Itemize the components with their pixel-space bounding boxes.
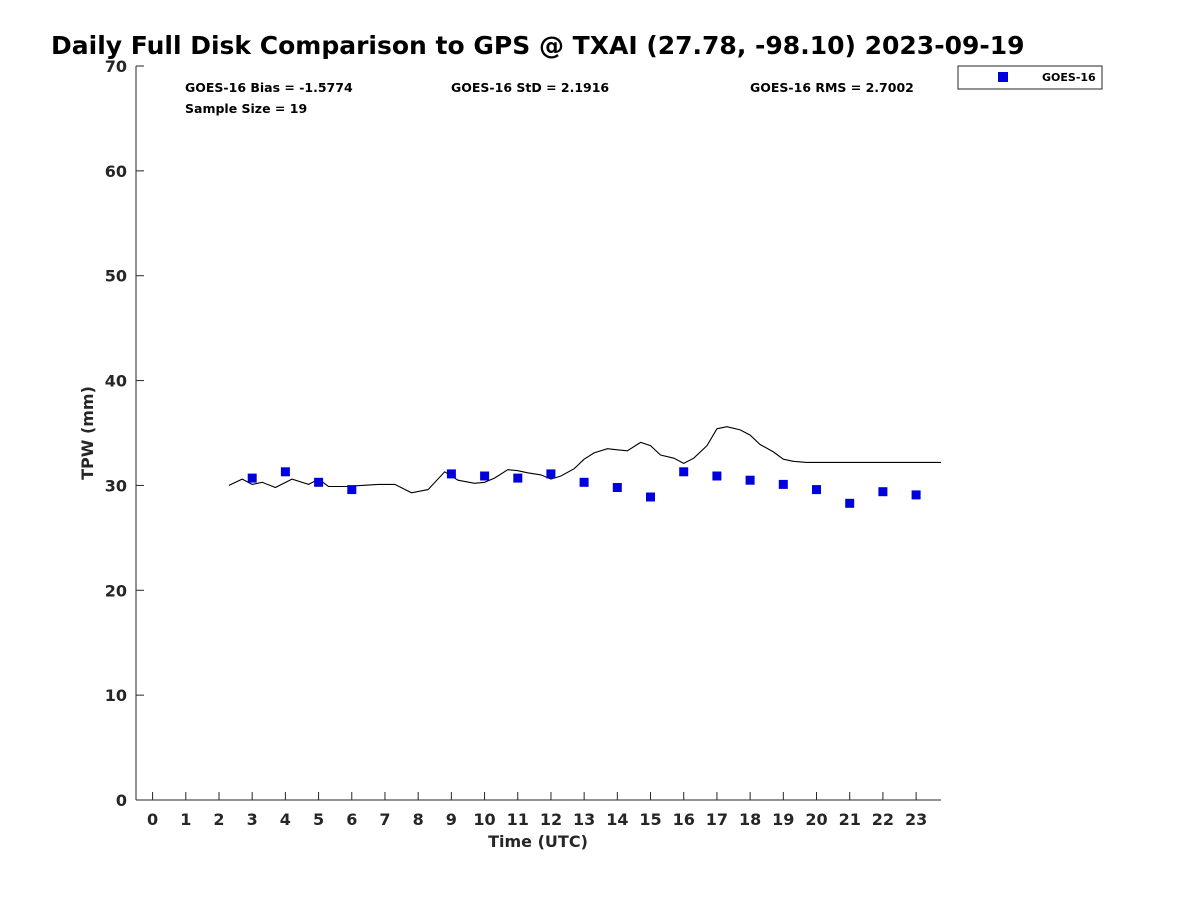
y-tick-label: 0 xyxy=(116,791,127,810)
legend-marker-goes16 xyxy=(998,72,1008,82)
x-tick-label: 5 xyxy=(313,810,324,829)
goes16-point xyxy=(712,471,722,481)
y-tick-label: 60 xyxy=(105,162,127,181)
stat-std: GOES-16 StD = 2.1916 xyxy=(451,80,609,95)
y-tick-label: 50 xyxy=(105,267,127,286)
goes16-point xyxy=(347,485,357,495)
goes16-point xyxy=(546,469,556,479)
x-tick-label: 17 xyxy=(706,810,728,829)
chart-title: Daily Full Disk Comparison to GPS @ TXAI… xyxy=(51,31,1025,60)
goes16-point xyxy=(778,479,788,489)
x-tick-label: 15 xyxy=(639,810,661,829)
y-tick-label: 20 xyxy=(105,581,127,600)
legend: GOES-16 xyxy=(957,65,1103,90)
goes16-point xyxy=(612,483,622,492)
goes16-point xyxy=(480,471,490,481)
x-tick-label: 1 xyxy=(180,810,191,829)
goes16-point xyxy=(579,477,589,487)
x-tick-label: 2 xyxy=(213,810,224,829)
x-tick-label: 20 xyxy=(805,810,827,829)
goes16-point xyxy=(878,487,888,497)
x-tick-label: 6 xyxy=(346,810,357,829)
goes16-point xyxy=(513,473,523,483)
x-axis-label: Time (UTC) xyxy=(488,832,588,851)
y-tick-label: 10 xyxy=(105,686,127,705)
goes16-point xyxy=(314,477,324,487)
x-tick-label: 4 xyxy=(280,810,291,829)
x-tick-label: 3 xyxy=(247,810,258,829)
y-axis-label: TPW (mm) xyxy=(78,386,97,480)
x-tick-label: 21 xyxy=(839,810,861,829)
gps-series-line xyxy=(228,426,941,494)
legend-label-goes16: GOES-16 xyxy=(1042,71,1096,84)
y-tick-label: 30 xyxy=(105,476,127,495)
goes16-point xyxy=(812,485,821,495)
x-tick-label: 16 xyxy=(673,810,695,829)
gps-line-layer xyxy=(228,426,941,494)
goes16-point xyxy=(247,473,257,483)
x-tick-label: 13 xyxy=(573,810,595,829)
x-tick-label: 7 xyxy=(379,810,390,829)
x-tick-label: 23 xyxy=(905,810,927,829)
x-tick-label: 8 xyxy=(413,810,424,829)
goes16-points-layer xyxy=(247,467,921,508)
stat-rms: GOES-16 RMS = 2.7002 xyxy=(750,80,914,95)
legend-box xyxy=(957,65,1103,90)
x-tick-label: 11 xyxy=(507,810,529,829)
goes16-point xyxy=(911,490,921,500)
x-tick-label: 18 xyxy=(739,810,761,829)
y-tick-label: 70 xyxy=(105,57,127,76)
x-tick-label: 14 xyxy=(606,810,628,829)
y-tick-label: 40 xyxy=(105,372,127,391)
x-tick-label: 12 xyxy=(540,810,562,829)
stat-sample-size: Sample Size = 19 xyxy=(185,101,307,116)
goes16-point xyxy=(646,492,655,502)
x-tick-label: 19 xyxy=(772,810,794,829)
x-tick-label: 9 xyxy=(446,810,457,829)
goes16-point xyxy=(745,475,755,485)
x-tick-label: 0 xyxy=(147,810,158,829)
stat-bias: GOES-16 Bias = -1.5774 xyxy=(185,80,353,95)
goes16-point xyxy=(446,469,456,479)
goes16-point xyxy=(280,467,290,477)
goes16-point xyxy=(845,498,855,508)
x-tick-label: 10 xyxy=(473,810,495,829)
x-tick-label: 22 xyxy=(872,810,894,829)
goes16-point xyxy=(679,467,689,477)
